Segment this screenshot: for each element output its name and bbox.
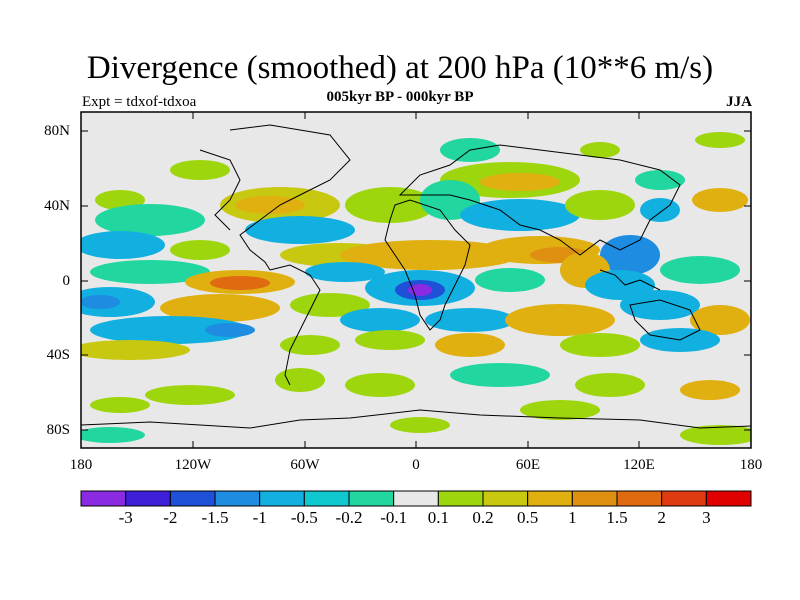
colorbar-label: 1.5 <box>606 508 628 527</box>
lon-label-0: 0 <box>412 457 420 473</box>
colorbar-swatch <box>214 490 261 507</box>
colorbar-swatch <box>571 490 618 507</box>
colorbar-label: 0.2 <box>472 508 494 527</box>
lon-label-180e: 180 <box>739 457 763 473</box>
longitude-ticks <box>80 112 752 448</box>
lon-label-180w: 180 <box>69 457 93 473</box>
divergence-field <box>81 112 751 448</box>
lat-label-80s: 80S <box>46 422 70 438</box>
colorbar-label: -3 <box>118 508 133 527</box>
colorbar-swatch <box>661 490 707 507</box>
colorbar-label: -1 <box>252 508 267 527</box>
colorbar-swatch <box>437 490 484 507</box>
experiment-label: Expt = tdxof-tdxoa <box>82 94 197 110</box>
lon-label-60w: 60W <box>290 457 320 473</box>
colorbar-label: 1 <box>568 508 577 527</box>
colorbar-label: -0.5 <box>290 508 318 527</box>
colorbar-swatch <box>125 490 171 507</box>
colorbar-label: 0.5 <box>517 508 539 527</box>
colorbar-swatch <box>80 490 127 507</box>
colorbar-swatch <box>169 490 216 507</box>
lat-label-40s: 40S <box>46 347 70 363</box>
season-label: JJA <box>726 94 752 110</box>
lat-label-40n: 40N <box>44 198 70 214</box>
colorbar-label: -0.2 <box>335 508 363 527</box>
colorbar-swatch <box>303 490 350 507</box>
plot-subtitle: 005kyr BP - 000kyr BP <box>326 89 474 105</box>
colorbar-swatch <box>616 490 663 507</box>
colorbar-swatch <box>259 490 305 507</box>
colorbar <box>80 490 752 507</box>
colorbar-label: -2 <box>163 508 178 527</box>
lon-label-60e: 60E <box>515 457 541 473</box>
colorbar-swatch <box>527 490 573 507</box>
plot-title: Divergence (smoothed) at 200 hPa (10**6 … <box>86 50 714 86</box>
colorbar-label: 3 <box>702 508 711 527</box>
coastlines <box>81 124 751 429</box>
colorbar-label: 2 <box>657 508 666 527</box>
colorbar-label: -0.1 <box>380 508 408 527</box>
lon-label-120w: 120W <box>174 457 212 473</box>
colorbar-label: 0.1 <box>427 508 449 527</box>
colorbar-swatch <box>482 490 529 507</box>
colorbar-label: -1.5 <box>201 508 229 527</box>
colorbar-swatch <box>393 490 439 507</box>
latitude-ticks <box>81 130 751 431</box>
lon-label-120e: 120E <box>623 457 655 473</box>
colorbar-swatch <box>348 490 395 507</box>
lat-label-80n: 80N <box>44 123 70 139</box>
lat-label-0: 0 <box>62 273 71 289</box>
colorbar-swatch <box>705 490 752 507</box>
